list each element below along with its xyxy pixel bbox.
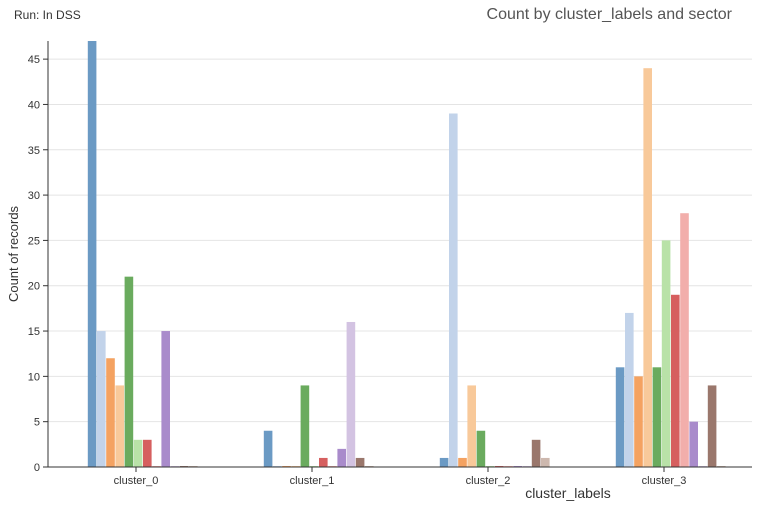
y-tick-label: 45 [28, 54, 40, 66]
y-axis-ticks: 0 5 10 15 20 25 30 35 40 45 [28, 54, 48, 474]
y-tick-label: 5 [34, 417, 40, 429]
x-tick-label: cluster_0 [114, 475, 159, 487]
bar[interactable] [143, 439, 152, 467]
bar[interactable] [671, 294, 680, 467]
y-tick-label: 40 [28, 99, 40, 111]
bar[interactable] [106, 358, 115, 467]
bar[interactable] [680, 213, 689, 467]
run-label: Run: In DSS [14, 8, 81, 22]
bar[interactable] [355, 457, 365, 467]
bar[interactable] [634, 376, 643, 467]
bar[interactable] [346, 321, 356, 467]
bar[interactable] [652, 367, 662, 467]
x-tick-label: cluster_3 [642, 475, 687, 487]
bar[interactable] [707, 385, 717, 467]
y-tick-label: 20 [28, 281, 40, 293]
x-axis-label: cluster_labels [525, 485, 611, 501]
bar[interactable] [263, 430, 273, 467]
bar[interactable] [124, 276, 134, 467]
x-tick-label: cluster_2 [466, 475, 511, 487]
bar[interactable] [97, 331, 106, 467]
bar[interactable] [625, 312, 634, 467]
bar[interactable] [689, 421, 698, 467]
y-tick-label: 35 [28, 145, 40, 157]
bar[interactable] [319, 457, 328, 467]
bar[interactable] [161, 331, 170, 467]
y-tick-label: 15 [28, 326, 40, 338]
bar[interactable] [458, 457, 467, 467]
bar[interactable] [87, 41, 97, 467]
bar[interactable] [643, 68, 652, 467]
bar[interactable] [449, 113, 458, 468]
bar[interactable] [439, 457, 449, 467]
x-axis-ticks: cluster_0 cluster_1 cluster_2 cluster_3 [114, 467, 687, 487]
y-tick-label: 0 [34, 462, 40, 474]
bar[interactable] [541, 457, 550, 467]
bar[interactable] [661, 240, 671, 467]
y-tick-label: 10 [28, 371, 40, 383]
bar[interactable] [467, 385, 476, 467]
y-axis-label: Count of records [6, 205, 21, 302]
bar[interactable] [531, 439, 541, 467]
bar[interactable] [115, 385, 124, 467]
bar[interactable] [337, 448, 346, 467]
y-tick-label: 30 [28, 190, 40, 202]
bar[interactable] [476, 430, 486, 467]
bar[interactable] [300, 385, 310, 467]
y-tick-label: 25 [28, 235, 40, 247]
bar[interactable] [615, 367, 625, 467]
bar[interactable] [133, 439, 143, 467]
bar-series [87, 41, 726, 468]
x-tick-label: cluster_1 [290, 475, 335, 487]
chart-title: Count by cluster_labels and sector [486, 6, 732, 23]
